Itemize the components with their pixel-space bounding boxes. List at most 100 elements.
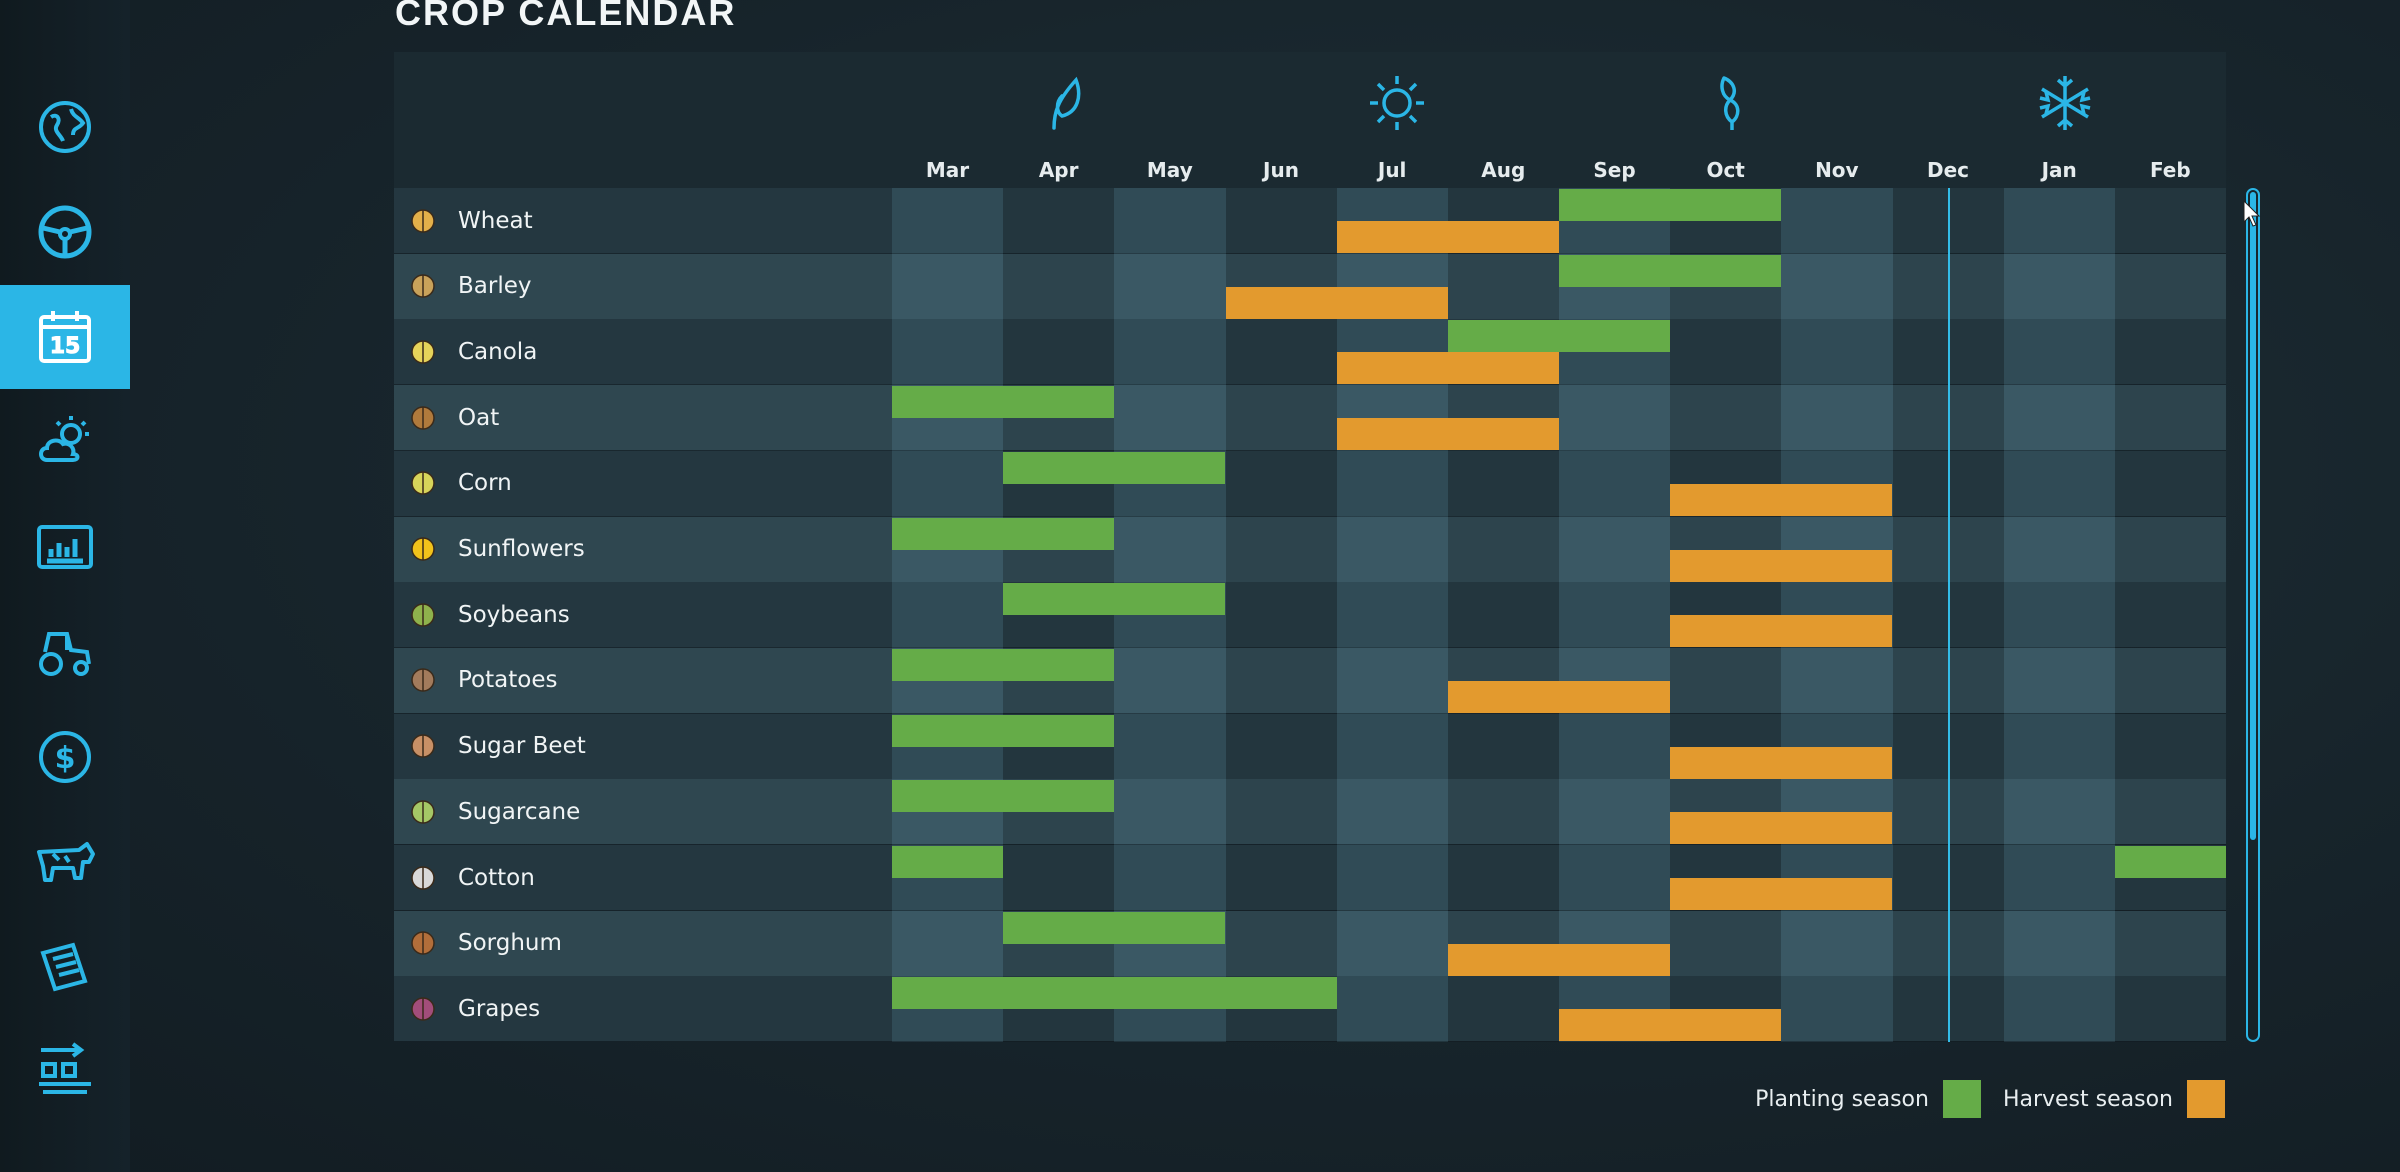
crop-name-column: Wheat Barley Canola Oat Corn Sunflowers Soybea… [394, 188, 892, 1042]
harvest-bar [1336, 418, 1559, 451]
crop-name: Sunflowers [458, 536, 585, 562]
crop-calendar: Mar Apr May Jun Jul Aug Sep Oct Nov Dec Jan Feb Whe… [394, 52, 2227, 1043]
statistics-icon [37, 525, 93, 569]
sidebar-item-animals[interactable] [0, 810, 130, 914]
scrollbar-thumb[interactable] [2250, 192, 2256, 840]
summer-sun-icon [1370, 76, 1424, 130]
crop-row-sugar-beet[interactable]: Sugar Beet [394, 713, 892, 779]
sidebar-item-map[interactable] [0, 75, 130, 179]
current-date-line [1948, 188, 1951, 1043]
crop-name: Grapes [458, 995, 541, 1022]
tractor-icon [39, 632, 91, 676]
crop-name: Oat [458, 404, 500, 431]
crop-row-barley[interactable]: Barley [394, 253, 892, 319]
mouse-cursor-icon [2243, 200, 2261, 227]
harvest-bar [1447, 680, 1671, 713]
crop-name: Cotton [458, 864, 535, 891]
month-label-dec: Dec [1926, 158, 1970, 182]
month-label-jun: Jun [1263, 158, 1299, 182]
harvest-bar [1670, 615, 1893, 648]
planting-bar [892, 780, 1115, 813]
calendar-icon: 15 [39, 311, 91, 363]
svg-text:15: 15 [50, 334, 81, 359]
autumn-leaves-icon [1720, 76, 1740, 130]
harvest-bar [1670, 483, 1893, 516]
sidebar-item-production[interactable] [0, 1020, 130, 1124]
crop-name: Potatoes [458, 667, 558, 694]
crop-row-corn[interactable]: Corn [394, 450, 892, 516]
calendar-grid [892, 188, 2227, 1043]
planting-bar [892, 714, 1115, 747]
crop-row-sunflowers[interactable]: Sunflowers [394, 516, 892, 582]
sunflower-icon [406, 532, 440, 566]
sidebar-item-weather[interactable] [0, 390, 130, 494]
month-label-oct: Oct [1706, 158, 1745, 182]
month-label-nov: Nov [1815, 158, 1859, 182]
sidebar-item-statistics[interactable] [0, 495, 130, 599]
sidebar-item-calendar[interactable]: 15 [0, 285, 130, 389]
barley-icon [406, 269, 440, 303]
planting-bar [892, 977, 1337, 1010]
calendar-header: Mar Apr May Jun Jul Aug Sep Oct Nov Dec Jan Feb [394, 52, 2226, 188]
crop-row-potatoes[interactable]: Potatoes [394, 647, 892, 713]
planting-bar [1559, 254, 1782, 287]
grid-row [892, 385, 2226, 451]
sidebar-item-garage[interactable] [0, 600, 130, 704]
grid-row [892, 713, 2226, 779]
month-column-jan [2003, 188, 2115, 1043]
planting-bar [1003, 911, 1226, 944]
legend-planting-label: Planting season [1755, 1086, 1929, 1112]
sidebar-item-finances[interactable]: $ [0, 705, 130, 809]
corn-icon [406, 466, 440, 500]
month-label-may: May [1146, 158, 1193, 182]
canola-icon [406, 335, 440, 369]
legend: Planting season Harvest season [1755, 1080, 2225, 1118]
month-label-feb: Feb [2149, 158, 2191, 182]
cotton-icon [406, 861, 440, 895]
sidebar-item-vehicles[interactable] [0, 180, 130, 284]
grid-row [892, 516, 2226, 582]
crop-name: Sugar Beet [458, 733, 586, 760]
winter-snowflake-icon [2039, 76, 2091, 130]
crop-row-canola[interactable]: Canola [394, 319, 892, 385]
month-label-apr: Apr [1038, 158, 1079, 182]
grid-row [892, 779, 2226, 845]
harvest-bar [1447, 943, 1671, 976]
month-column-sep [1559, 188, 1671, 1043]
crop-name: Sugarcane [458, 798, 581, 825]
month-label-aug: Aug [1481, 158, 1526, 182]
planting-bar [892, 648, 1115, 681]
weather-icon [39, 416, 89, 462]
legend-harvest-swatch [2187, 1080, 2225, 1118]
crop-row-cotton[interactable]: Cotton [394, 845, 892, 910]
month-column-aug [1447, 188, 1560, 1043]
crop-row-sorghum[interactable]: Sorghum [394, 910, 892, 976]
month-column-jun [1225, 188, 1337, 1043]
harvest-bar [1336, 352, 1559, 385]
calendar-scrollbar[interactable] [2246, 188, 2260, 1042]
contracts-icon [40, 942, 88, 992]
month-column-mar [892, 188, 1004, 1043]
crop-name: Soybeans [458, 601, 570, 628]
month-label-sep: Sep [1593, 158, 1636, 182]
crop-row-sugarcane[interactable]: Sugarcane [394, 779, 892, 845]
crop-row-grapes[interactable]: Grapes [394, 976, 892, 1042]
crop-name: Canola [458, 338, 538, 365]
finance-icon: $ [39, 731, 91, 783]
crop-name: Corn [458, 470, 512, 497]
harvest-bar [1670, 878, 1893, 910]
planting-bar [1559, 189, 1782, 221]
planting-bar [892, 846, 1004, 878]
planting-bar [2114, 846, 2226, 878]
crop-row-soybeans[interactable]: Soybeans [394, 582, 892, 648]
crop-name: Barley [458, 273, 532, 300]
planting-bar [1447, 320, 1671, 353]
globe-icon [39, 101, 91, 153]
legend-harvest-label: Harvest season [2002, 1086, 2173, 1112]
crop-name: Wheat [458, 207, 533, 234]
crop-row-wheat[interactable]: Wheat [394, 188, 892, 253]
crop-name: Sorghum [458, 930, 562, 957]
sidebar-item-contracts[interactable] [0, 915, 130, 1019]
harvest-bar [1670, 746, 1893, 779]
crop-row-oat[interactable]: Oat [394, 385, 892, 451]
